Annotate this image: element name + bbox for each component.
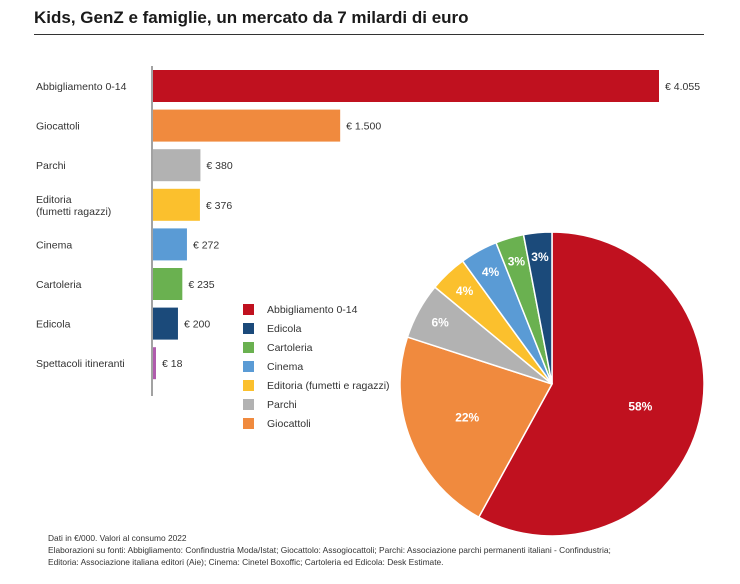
legend-swatch — [243, 399, 254, 410]
legend-label: Parchi — [267, 399, 297, 411]
category-label: Cinema — [36, 239, 72, 251]
chart-title: Kids, GenZ e famiglie, un mercato da 7 m… — [34, 8, 469, 27]
legend-label: Abbigliamento 0-14 — [267, 304, 358, 316]
category-label: Editoria (fumetti ragazzi) — [36, 194, 111, 218]
pie-slice-label: 3% — [531, 250, 549, 264]
category-label: Abbigliamento 0-14 — [36, 81, 127, 93]
title-divider — [34, 34, 704, 35]
category-label: Edicola — [36, 319, 71, 331]
note-line: Elaborazioni su fonti: Abbigliamento: Co… — [48, 545, 611, 555]
pie-slice-label: 3% — [508, 254, 526, 268]
pie-slice-label: 58% — [628, 400, 652, 414]
bar — [153, 268, 183, 300]
category-label: Cartoleria — [36, 279, 82, 291]
pie-slice — [477, 231, 705, 537]
pie-slice-label: 6% — [431, 315, 449, 329]
bar-value-label: € 380 — [206, 160, 232, 172]
category-label: Parchi — [36, 160, 66, 172]
legend-swatch — [243, 418, 254, 429]
legend-label: Giocattoli — [267, 418, 311, 430]
category-label: Spettacoli itineranti — [36, 358, 125, 370]
legend-swatch — [243, 323, 254, 334]
legend-swatch — [243, 304, 254, 315]
pie-slice-label: 22% — [455, 411, 479, 425]
legend-swatch — [243, 380, 254, 391]
legend-label: Cartoleria — [267, 342, 313, 354]
legend-label: Cinema — [267, 361, 303, 373]
pie-slice — [522, 231, 553, 385]
bar — [153, 188, 200, 221]
legend-label: Edicola — [267, 323, 302, 335]
note-line: Editoria: Associazione italiana editori … — [48, 557, 444, 567]
source-notes: Dati in €/000. Valori al consumo 2022 El… — [48, 532, 611, 568]
bar-value-label: € 1.500 — [346, 121, 381, 133]
pie-slice — [399, 336, 554, 519]
bar-value-label: € 272 — [193, 239, 219, 251]
bar-value-label: € 235 — [188, 279, 214, 291]
bar — [153, 228, 187, 261]
bar — [153, 347, 156, 380]
bar — [153, 70, 659, 102]
category-label: Giocattoli — [36, 121, 80, 133]
bar — [153, 109, 341, 142]
bar-value-label: € 18 — [162, 358, 183, 370]
note-line: Dati in €/000. Valori al consumo 2022 — [48, 533, 187, 543]
legend-swatch — [243, 361, 254, 372]
pie-slice-label: 4% — [456, 284, 474, 298]
legend-label: Editoria (fumetti e ragazzi) — [267, 380, 390, 392]
pie-slice-label: 4% — [482, 265, 500, 279]
bar-value-label: € 200 — [184, 319, 210, 331]
legend-swatch — [243, 342, 254, 353]
bar-value-label: € 376 — [206, 200, 232, 212]
bar-value-label: € 4.055 — [665, 81, 700, 93]
bar — [153, 149, 201, 182]
bar — [153, 307, 178, 340]
